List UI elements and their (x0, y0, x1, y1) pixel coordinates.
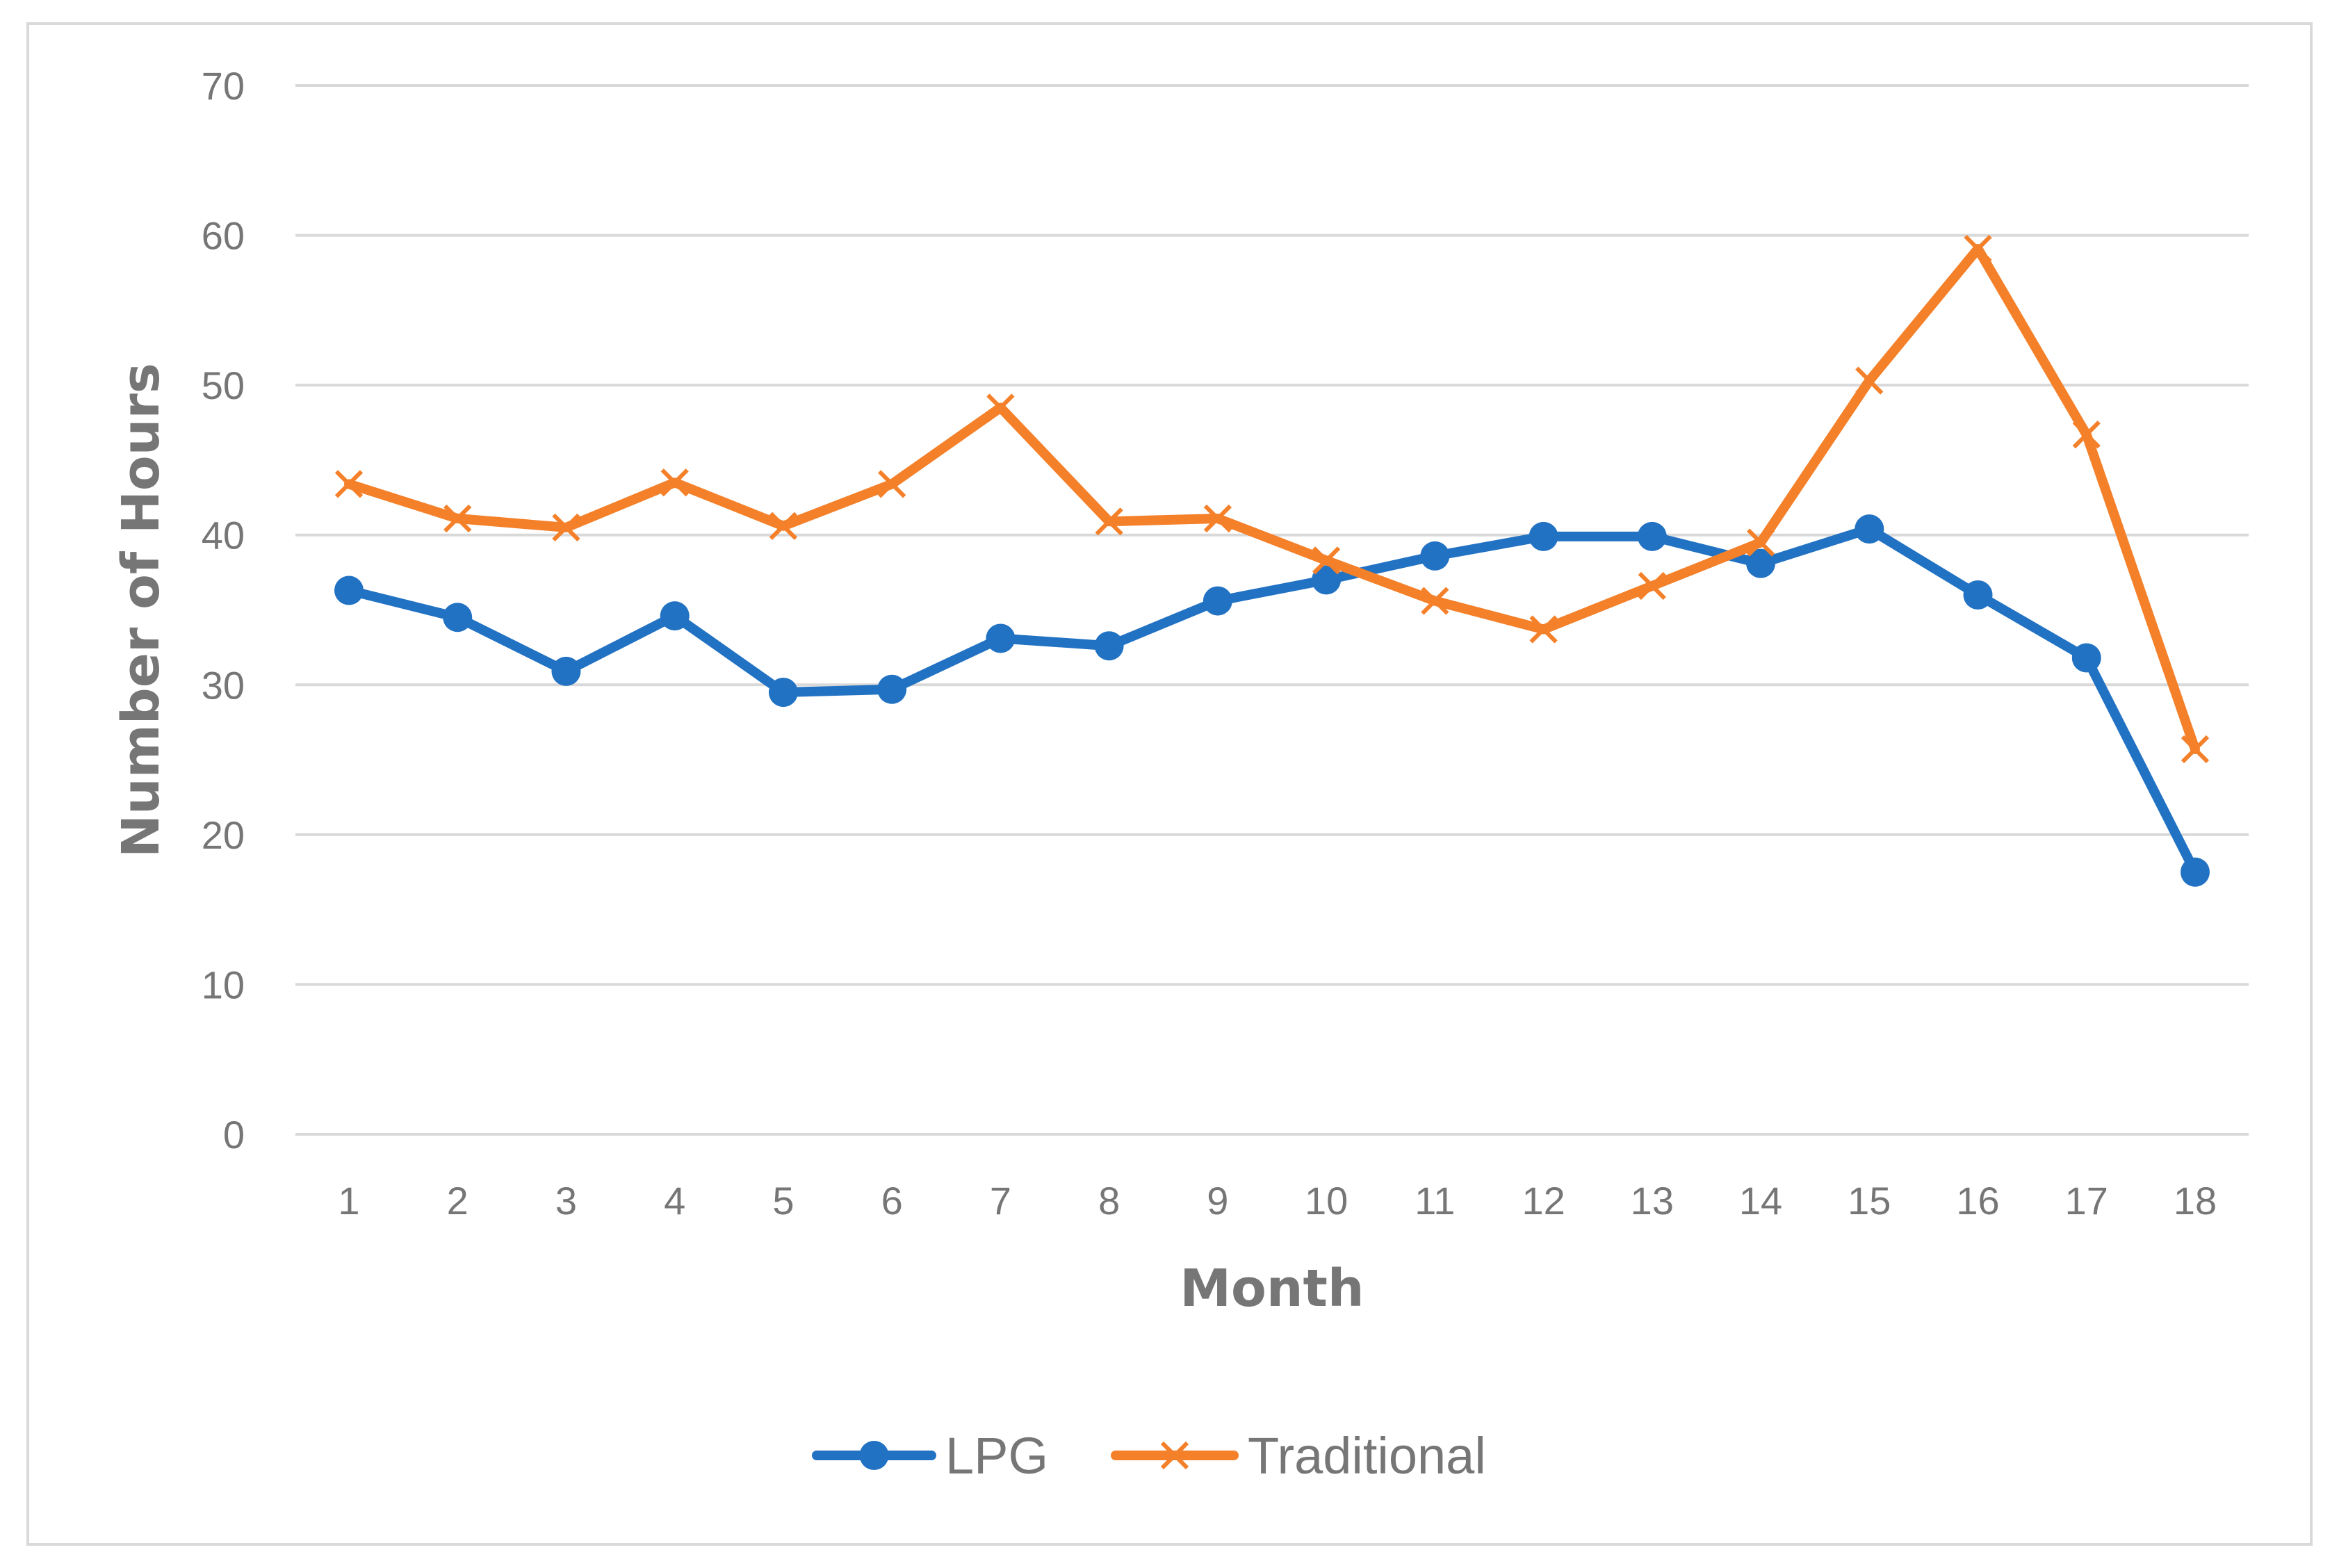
x-tick-label: 10 (1305, 1179, 1348, 1223)
y-tick-label: 30 (202, 663, 245, 707)
data-point (551, 656, 581, 686)
x-tick-label: 14 (1739, 1179, 1782, 1223)
series-lpg (334, 514, 2210, 887)
x-tick-label: 12 (1522, 1179, 1565, 1223)
data-point (1529, 521, 1558, 551)
x-tick-label: 8 (1098, 1179, 1120, 1223)
data-point (877, 674, 907, 704)
data-point (1203, 586, 1232, 616)
y-tick-label: 0 (223, 1113, 245, 1157)
data-point (1964, 234, 1992, 263)
data-point (1094, 631, 1124, 661)
chart-border (26, 22, 2313, 1546)
data-point (1746, 548, 1776, 578)
data-point (986, 623, 1016, 653)
data-point (660, 468, 689, 497)
data-point (769, 512, 798, 540)
data-point (552, 513, 580, 542)
y-tick-label: 20 (202, 813, 245, 857)
data-point (1421, 587, 1449, 615)
x-tick-label: 6 (881, 1179, 903, 1223)
y-tick-label: 70 (202, 64, 245, 108)
x-axis-title: Month (1180, 1259, 1364, 1318)
data-point (1855, 366, 1884, 395)
x-axis-ticks: 1 2 3 4 5 6 7 8 9 10 11 12 13 14 15 16 17 18 (338, 1179, 2217, 1223)
data-point (1095, 507, 1123, 536)
y-tick-label: 60 (202, 214, 245, 258)
y-tick-label: 40 (202, 514, 245, 557)
data-point (1638, 571, 1666, 601)
data-point (1963, 580, 1993, 610)
data-point (1420, 541, 1450, 571)
data-point (2072, 420, 2101, 449)
series-lines (334, 234, 2210, 887)
x-tick-label: 1 (338, 1179, 359, 1223)
data-point (443, 603, 473, 632)
x-tick-label: 18 (2174, 1179, 2217, 1223)
legend-label: LPG (945, 1427, 1048, 1485)
x-tick-label: 13 (1631, 1179, 1674, 1223)
legend-label: Traditional (1248, 1427, 1486, 1485)
x-tick-label: 9 (1207, 1179, 1228, 1223)
data-point (768, 678, 798, 708)
x-tick-label: 17 (2065, 1179, 2108, 1223)
legend-item: Traditional (1111, 1427, 1486, 1485)
data-point (2181, 857, 2210, 887)
y-axis-ticks: 0 10 20 30 40 50 60 70 (202, 64, 245, 1157)
y-axis-title: Number of Hours (111, 363, 171, 858)
series-line (344, 524, 2200, 877)
data-point (1203, 504, 1232, 533)
data-point (1746, 528, 1775, 557)
x-tick-label: 2 (447, 1179, 468, 1223)
x-tick-label: 5 (772, 1179, 794, 1223)
data-point (334, 470, 364, 498)
x-tick-label: 15 (1848, 1179, 1891, 1223)
x-tick-label: 4 (664, 1179, 685, 1223)
series-traditional (334, 234, 2210, 764)
data-point (2071, 643, 2101, 673)
data-point (334, 575, 364, 605)
series-line (344, 243, 2200, 754)
x-tick-label: 3 (555, 1179, 577, 1223)
data-point (1312, 565, 1342, 595)
legend: LPG Traditional (812, 1427, 1486, 1485)
data-point (2181, 735, 2210, 764)
legend-marker (1160, 1441, 1189, 1470)
data-point (878, 470, 906, 498)
x-tick-label: 11 (1415, 1179, 1455, 1223)
x-tick-label: 16 (1956, 1179, 1999, 1223)
data-point (986, 393, 1015, 422)
data-point (1855, 514, 1884, 544)
legend-marker (859, 1441, 889, 1470)
data-point (660, 601, 690, 631)
data-point (1637, 521, 1667, 551)
data-point (1529, 615, 1558, 644)
y-tick-label: 50 (202, 364, 245, 407)
data-point (1312, 546, 1341, 575)
legend-item: LPG (812, 1427, 1048, 1485)
data-point (443, 504, 472, 533)
x-tick-label: 7 (990, 1179, 1011, 1223)
y-tick-label: 10 (202, 963, 245, 1006)
